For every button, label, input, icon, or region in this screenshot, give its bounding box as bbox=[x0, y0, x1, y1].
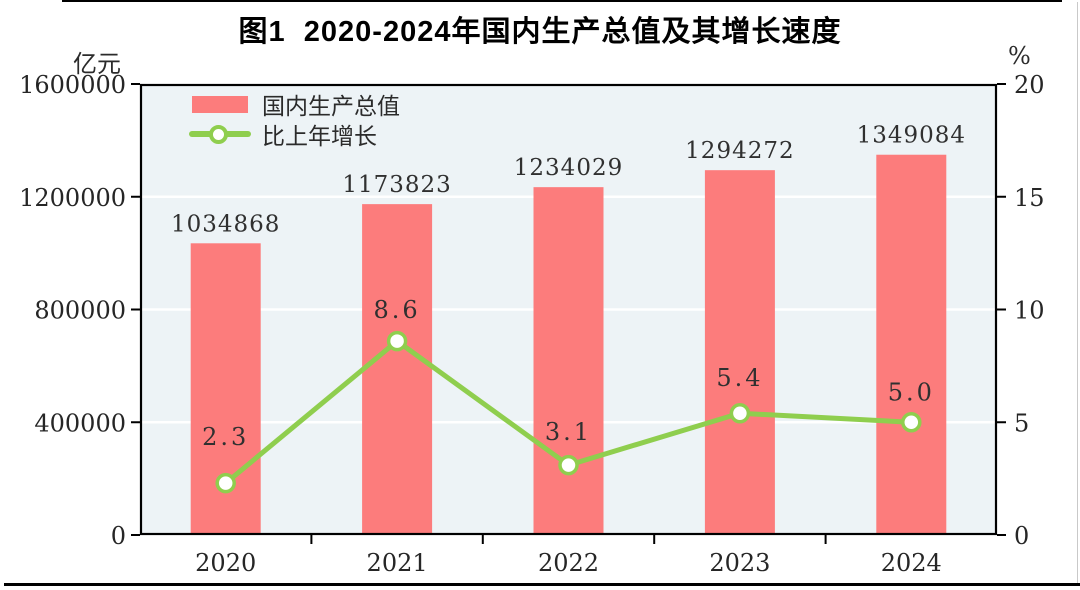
chart-legend: 国内生产总值 比上年增长 bbox=[189, 89, 400, 150]
x-axis-label-2023: 2023 bbox=[709, 549, 770, 577]
line-marker-2020 bbox=[215, 472, 236, 494]
line-marker-2024 bbox=[901, 412, 922, 433]
line-value-label-2021: 8.6 bbox=[374, 296, 421, 324]
left-axis-tick-label: 400000 bbox=[34, 409, 126, 437]
x-axis-label-2020: 2020 bbox=[195, 549, 256, 577]
right-axis-tick-label: 10 bbox=[1014, 297, 1045, 325]
right-axis-unit-label: % bbox=[1008, 42, 1031, 70]
line-value-label-2020: 2.3 bbox=[202, 423, 249, 451]
left-axis-tick-label: 1200000 bbox=[19, 184, 126, 212]
bar-value-label-2020: 1034868 bbox=[171, 211, 280, 237]
left-axis-tick-label: 0 bbox=[111, 522, 126, 550]
line-marker-2021 bbox=[386, 330, 408, 352]
chart-title: 图1 2020-2024年国内生产总值及其增长速度 bbox=[238, 16, 842, 48]
bar-2024 bbox=[876, 154, 947, 536]
line-value-label-2023: 5.4 bbox=[716, 364, 763, 392]
line-value-label-2024: 5.0 bbox=[888, 378, 935, 406]
right-axis-tick-label: 0 bbox=[1014, 522, 1029, 550]
bar-2023 bbox=[704, 170, 775, 536]
right-axis-tick-label: 5 bbox=[1014, 409, 1029, 437]
bar-value-label-2021: 1173823 bbox=[342, 172, 451, 198]
bar-2021 bbox=[362, 204, 433, 535]
line-value-label-2022: 3.1 bbox=[545, 418, 592, 446]
legend-label-growth: 比上年增长 bbox=[262, 124, 377, 150]
right-border-line bbox=[1077, 2, 1078, 583]
top-border-line bbox=[62, 0, 1062, 2]
legend-label-gdp: 国内生产总值 bbox=[262, 94, 400, 120]
left-axis-unit-label: 亿元 bbox=[73, 50, 121, 78]
plot-border bbox=[139, 83, 998, 536]
legend-item-growth: 比上年增长 bbox=[189, 119, 400, 150]
x-axis-label-2021: 2021 bbox=[367, 549, 428, 577]
left-axis-tick-label: 1600000 bbox=[19, 71, 126, 99]
line-marker-2022 bbox=[558, 454, 579, 476]
bar-value-label-2023: 1294272 bbox=[685, 138, 794, 164]
legend-item-gdp: 国内生产总值 bbox=[192, 89, 400, 120]
bottom-border-line bbox=[4, 583, 1080, 586]
bar-value-label-2022: 1234029 bbox=[514, 155, 623, 181]
right-axis-tick-label: 15 bbox=[1014, 184, 1045, 212]
bar-2022 bbox=[533, 187, 604, 535]
legend-line-marker-icon bbox=[209, 125, 228, 144]
line-marker-2023 bbox=[729, 402, 751, 424]
right-axis-tick-label: 20 bbox=[1014, 71, 1045, 99]
x-axis-label-2024: 2024 bbox=[881, 549, 942, 577]
bar-value-label-2024: 1349084 bbox=[857, 123, 966, 149]
legend-bar-swatch-icon bbox=[192, 95, 248, 113]
x-axis-label-2022: 2022 bbox=[538, 549, 599, 577]
legend-line-swatch-icon bbox=[189, 125, 251, 144]
left-axis-tick-label: 800000 bbox=[34, 297, 126, 325]
